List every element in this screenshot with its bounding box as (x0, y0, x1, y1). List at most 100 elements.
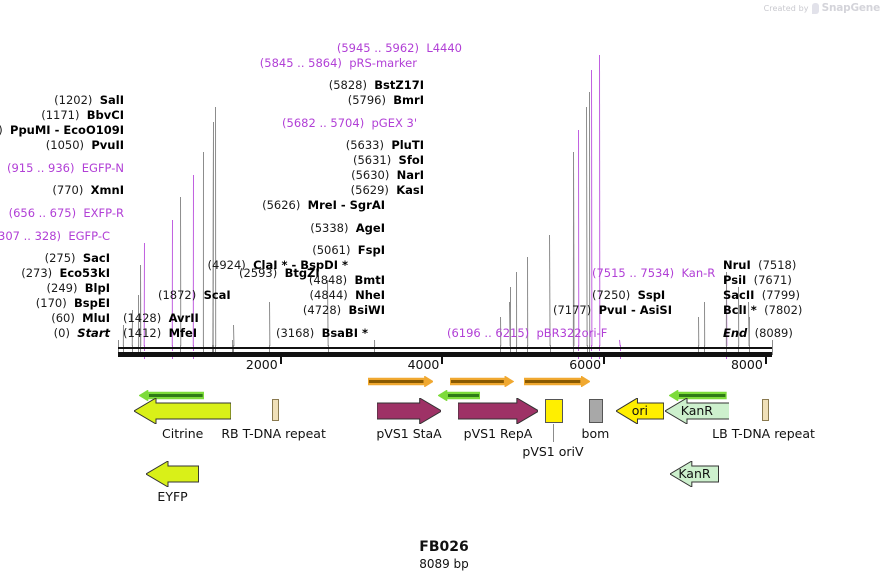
restriction-site-label: (307 .. 328) EGFP-C (0, 230, 110, 242)
restriction-site-label: (5631) SfoI (353, 154, 424, 166)
cut-site-tick (748, 345, 750, 355)
cut-site-tick (549, 345, 551, 355)
site-name: PvuI - AsiSI (598, 303, 672, 317)
feature-label: KanR (678, 466, 711, 481)
feature-arrow-right[interactable] (457, 397, 540, 425)
ruler-tick-label: 8000 (730, 357, 763, 372)
site-name: SacI (82, 251, 110, 265)
site-name: Kan-R (681, 266, 716, 280)
feature-leader-line (552, 424, 554, 442)
feature-thin-box[interactable] (761, 399, 769, 421)
site-position: (5828) (328, 78, 367, 92)
cut-site-tick (772, 345, 773, 355)
site-leader-line (772, 340, 773, 346)
restriction-site-label: (7515 .. 7534) Kan-R (592, 267, 715, 279)
restriction-site-label: (5338) AgeI (310, 222, 385, 234)
site-name: EGFP-C (68, 229, 110, 243)
site-position: (7515 .. 7534) (592, 266, 675, 280)
restriction-site-label: End (8089) (723, 327, 793, 339)
site-name: NarI (396, 168, 424, 182)
cut-site-tick (509, 345, 511, 355)
ruler-tick-label: 4000 (407, 357, 440, 372)
cut-site-tick (527, 345, 529, 355)
site-position: (0) (53, 326, 70, 340)
restriction-site-label: (5629) KasI (351, 184, 424, 196)
site-name: pBR322ori-F (536, 326, 608, 340)
site-name: PsiI (723, 273, 747, 287)
cut-site-tick (180, 345, 182, 355)
restriction-site-label: (7250) SspI (592, 289, 665, 301)
site-leader-line (233, 324, 235, 346)
site-position: (915 .. 936) (6, 161, 75, 175)
page-title: FB026 (419, 539, 469, 555)
site-position: (1171) (41, 108, 80, 122)
site-name: BlpI (84, 281, 110, 295)
restriction-site-label: (1872) ScaI (158, 289, 231, 301)
site-position: (770) (52, 183, 84, 197)
site-name: End (723, 326, 748, 340)
ruler-tick-mark (764, 357, 767, 364)
restriction-site-label: BclI * (7802) (723, 304, 802, 316)
site-position: (4848) (308, 273, 348, 287)
site-name: BbvCI (86, 108, 124, 122)
site-position: (5945 .. 5962) (336, 41, 419, 55)
snapgene-watermark: Created by SnapGene (764, 2, 881, 14)
site-position: (6196 .. 6215) (447, 326, 530, 340)
cut-site-tick (698, 345, 700, 355)
site-name: SspI (637, 288, 666, 302)
site-name: BstZ17I (374, 78, 424, 92)
site-position: (5629) (350, 183, 389, 197)
feature-box[interactable] (544, 399, 564, 423)
feature-label: RB T-DNA repeat (221, 426, 326, 441)
feature-label: ori (631, 403, 649, 418)
primer-arrow (523, 372, 591, 388)
feature-box[interactable] (589, 399, 604, 423)
cut-site-tick (738, 345, 740, 355)
site-name: BclI * (723, 303, 757, 317)
cut-site-tick (589, 345, 591, 355)
site-leader-line (704, 301, 706, 346)
feature-arrow-right[interactable] (376, 397, 443, 425)
site-name: ClaI * - BspDI * (253, 258, 348, 272)
restriction-site-label: (1171) BbvCI (41, 109, 124, 121)
site-name: NheI (355, 288, 385, 302)
cut-site-tick (118, 345, 119, 355)
site-name: NruI (723, 258, 751, 272)
restriction-site-label: (5630) NarI (351, 169, 424, 181)
site-leader-line (118, 340, 119, 346)
site-position: (5626) (262, 198, 301, 212)
site-name: SacII (723, 288, 755, 302)
site-position: (4844) (309, 288, 348, 302)
feature-arrow-left[interactable] (145, 460, 200, 488)
restriction-site-label: (5682 .. 5704) pGEX 3' (282, 117, 417, 129)
restriction-site-label: (5633) PluTI (346, 139, 424, 151)
site-position: (656 .. 675) (8, 206, 77, 220)
site-name: PvuII (91, 138, 124, 152)
feature-label: bom (581, 426, 610, 441)
ruler-tick-label: 2000 (245, 357, 278, 372)
feature-thin-box[interactable] (271, 399, 279, 421)
site-position: (249) (46, 281, 78, 295)
restriction-site-label: (1050) PvuII (46, 139, 124, 151)
cut-site-tick (233, 345, 235, 355)
site-name: KasI (396, 183, 424, 197)
restriction-site-label: (1167) PpuMI - EcoO109I (0, 124, 124, 136)
site-position: (7177) (553, 303, 592, 317)
restriction-site-label: (273) Eco53kI (21, 267, 110, 279)
site-name: BsiWI (348, 303, 385, 317)
cut-site-tick (215, 345, 217, 355)
cut-site-tick (374, 345, 376, 355)
site-position: (4728) (302, 303, 342, 317)
site-position: (5682 .. 5704) (282, 116, 365, 130)
ruler-bar (118, 352, 772, 357)
site-position: (4924) (207, 258, 246, 272)
restriction-site-label: NruI (7518) (723, 259, 796, 271)
site-name: BmrI (393, 93, 424, 107)
feature-label: pVS1 oriV (522, 444, 584, 459)
feature-arrow-left[interactable] (133, 397, 232, 425)
restriction-site-label: (1412) MfeI (123, 327, 197, 339)
primer-arrow (449, 372, 515, 388)
site-position: (7250) (592, 288, 631, 302)
feature-label: pVS1 StaA (376, 426, 442, 441)
ruler-top-line (118, 347, 772, 349)
